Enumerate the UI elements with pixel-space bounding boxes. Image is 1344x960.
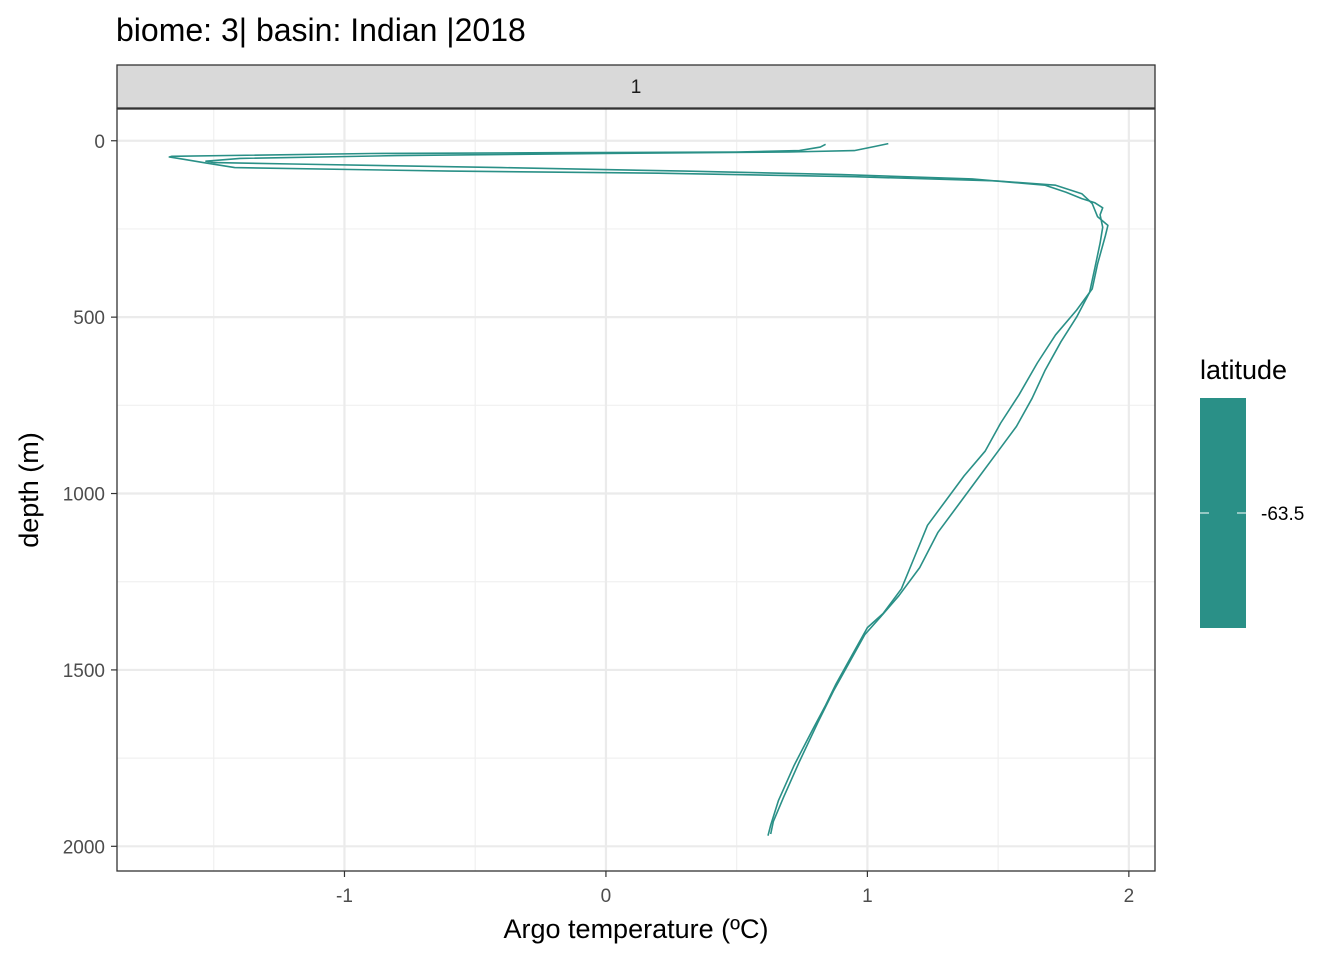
- facet-strip-background: [116, 64, 1156, 109]
- y-tick-label: 500: [73, 308, 105, 329]
- profile-line-1: [168, 143, 1109, 836]
- y-tick-label: 0: [94, 132, 105, 153]
- y-axis-label: depth (m): [14, 432, 44, 548]
- x-tick-label: 1: [862, 886, 873, 907]
- y-tick-label: 1500: [63, 661, 105, 682]
- profile-line-2: [205, 142, 1104, 835]
- panel-border: [116, 108, 1156, 872]
- legend: latitude -63.5: [1200, 355, 1304, 628]
- legend-title: latitude: [1200, 355, 1287, 385]
- plot-panel: [116, 108, 1156, 872]
- panel-background: [117, 109, 1155, 871]
- grid-minor: [117, 109, 1155, 871]
- grid-major: [117, 109, 1155, 871]
- facet-strip: 1: [116, 64, 1156, 109]
- chart-title: biome: 3| basin: Indian |2018: [116, 12, 526, 48]
- y-tick-label: 1000: [63, 485, 105, 506]
- facet-strip-label: 1: [631, 77, 642, 98]
- x-axis: -1 0 1 2: [336, 871, 1134, 907]
- data-lines: [168, 142, 1109, 836]
- x-axis-label: Argo temperature (ºC): [504, 914, 769, 944]
- x-tick-label: 0: [601, 886, 612, 907]
- x-tick-label: 2: [1124, 886, 1135, 907]
- x-tick-label: -1: [336, 886, 353, 907]
- y-tick-label: 2000: [63, 837, 105, 858]
- y-axis: 0 500 1000 1500 2000: [63, 132, 117, 858]
- legend-label: -63.5: [1261, 504, 1304, 525]
